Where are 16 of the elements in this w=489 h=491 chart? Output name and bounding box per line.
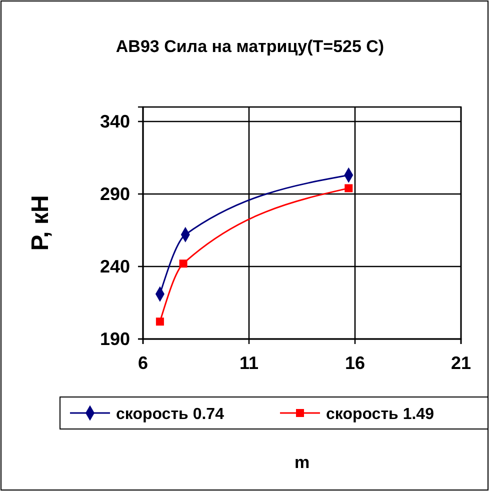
y-axis-title: P, кН [27, 195, 54, 251]
legend-label: скорость 0.74 [116, 406, 224, 423]
y-tick-label: 190 [100, 328, 130, 349]
y-tick-label: 340 [100, 111, 130, 132]
y-tick-label: 290 [100, 184, 130, 204]
x-tick-label: 16 [344, 352, 366, 373]
legend-label: скорость 1.49 [326, 406, 434, 423]
x-tick-label: 21 [450, 352, 472, 373]
point [344, 184, 353, 192]
x-axis-title: m [294, 453, 310, 472]
point [179, 260, 188, 268]
chart-title: АВ93 Сила на матрицу(T=525 C) [116, 37, 384, 56]
y-tick-label: 240 [100, 256, 130, 276]
x-tick-label: 6 [138, 352, 148, 373]
x-tick-label: 11 [239, 352, 259, 373]
point [156, 318, 164, 326]
